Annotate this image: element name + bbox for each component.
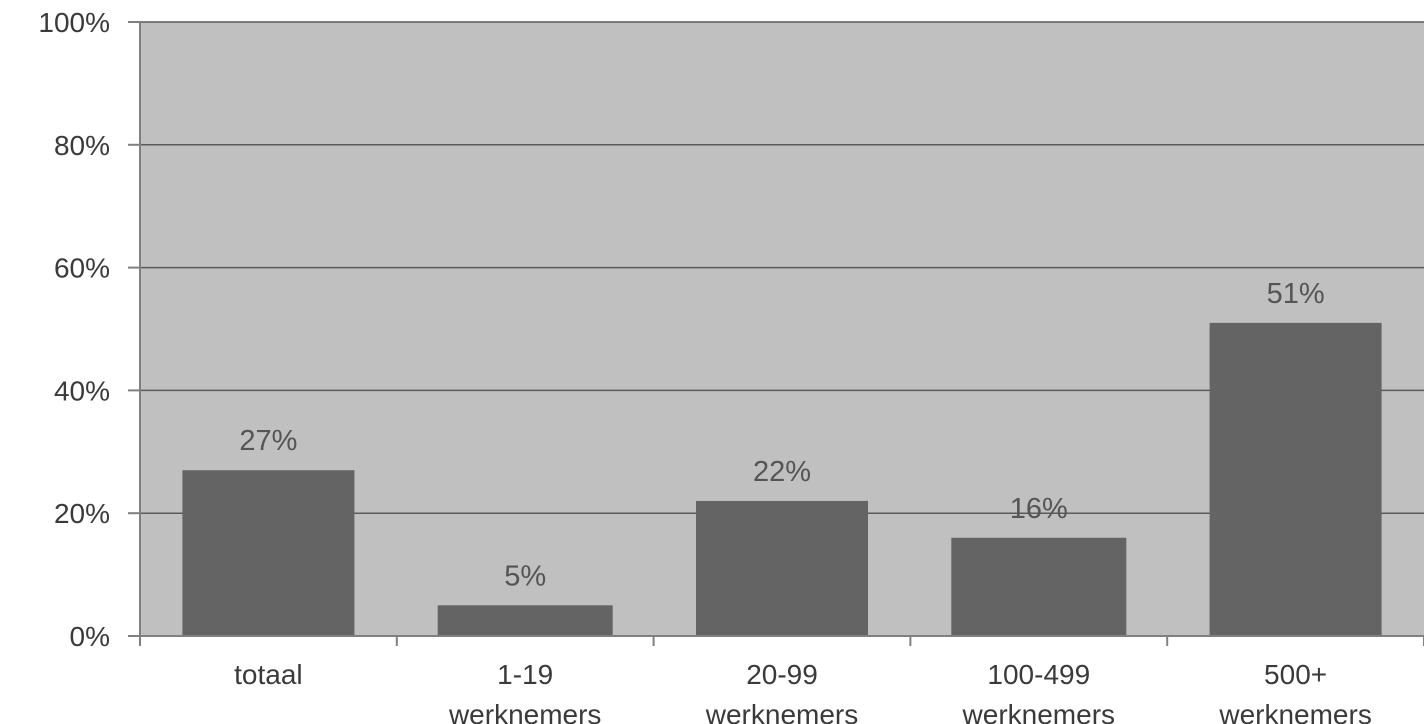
data-label-2: 22% (753, 456, 811, 488)
category-label-2-line-1: werknemers (705, 699, 858, 724)
y-tick-label-4: 80% (54, 130, 110, 161)
bars (182, 322, 1382, 636)
data-label-3: 16% (1010, 493, 1068, 525)
axes (128, 21, 1424, 646)
category-label-0: totaal (234, 659, 303, 690)
y-tick-label-5: 100% (38, 7, 110, 38)
x-axis-category-labels: totaal 1-19 werknemers 20-99 werknemers 100-4… (234, 659, 1372, 724)
data-label-1: 5% (504, 560, 546, 592)
y-tick-label-1: 20% (54, 498, 110, 529)
category-label-3: 100-499 (987, 659, 1090, 690)
y-tick-label-3: 60% (54, 253, 110, 284)
y-axis-tick-labels: 0% 20% 40% 60% 80% 100% (38, 7, 110, 652)
bar-0 (182, 470, 355, 636)
bar-1 (437, 605, 613, 636)
y-tick-label-2: 40% (54, 375, 110, 406)
bar-4 (1209, 322, 1382, 636)
data-label-0: 27% (239, 425, 297, 457)
category-label-2: 20-99 (746, 659, 818, 690)
category-label-1-line-1: werknemers (448, 699, 601, 724)
category-label-1: 1-19 (497, 659, 553, 690)
data-labels: 27% 5% 22% 16% 51% (239, 278, 1324, 592)
bar-3 (951, 537, 1127, 636)
data-label-4: 51% (1267, 278, 1325, 310)
bar-2 (696, 500, 868, 636)
category-label-4: 500+ (1264, 659, 1327, 690)
category-label-4-line-1: werknemers (1218, 699, 1371, 724)
y-tick-label-0: 0% (70, 621, 110, 652)
category-label-3-line-1: werknemers (962, 699, 1115, 724)
